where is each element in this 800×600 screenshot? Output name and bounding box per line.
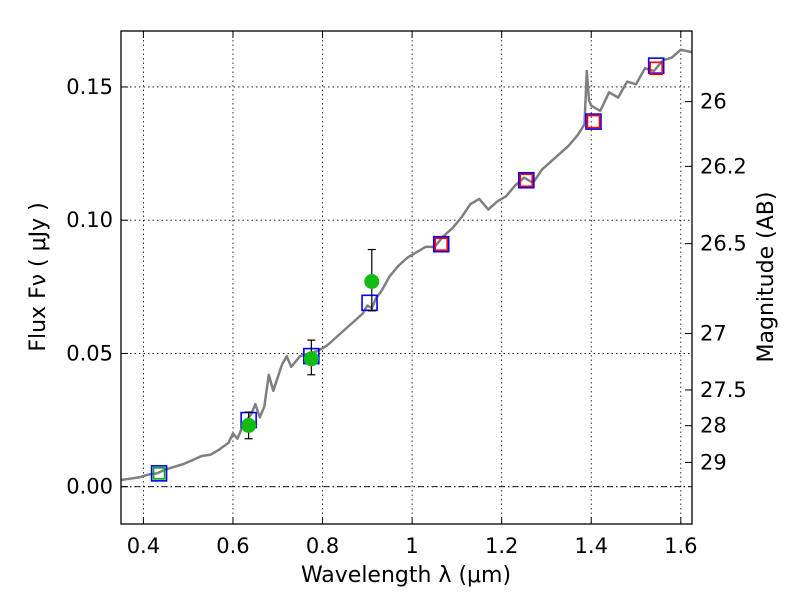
x-tick-label-4: 1.2	[485, 534, 518, 558]
square-marker-s2-0	[434, 237, 449, 251]
right-tick-label-2: 26.5	[700, 232, 747, 256]
spectrum-line	[121, 48, 692, 482]
y-tick-label-2: 0.10	[66, 208, 113, 232]
observed-point-2	[364, 273, 380, 289]
x-tick-label-6: 1.6	[664, 534, 697, 558]
square-marker-s1-0	[150, 465, 168, 482]
right-tick-label-0: 26	[700, 90, 727, 114]
x-tick-label-5: 1.4	[575, 534, 608, 558]
square-marker-s1-5	[517, 171, 535, 189]
square-marker-s2-3	[649, 61, 663, 76]
y-axis-label: Flux Fν ( μJy )	[26, 202, 51, 351]
y-tick-label-0: 0.00	[66, 475, 113, 499]
observed-point-1	[303, 351, 319, 367]
y-axis-right-label: Magnitude (AB)	[754, 192, 779, 363]
x-tick-label-1: 0.6	[216, 534, 249, 558]
tick-labels: 0.4 0.6 0.8 1 1.2 1.4 1.6 0.00 0.05 0.10 0.15 26 26.…	[66, 75, 747, 558]
right-tick-label-3: 27	[700, 321, 727, 345]
square-marker-s2-2	[586, 114, 601, 129]
x-tick-label-0: 0.4	[127, 534, 160, 558]
marker-layer	[150, 57, 665, 482]
axis-ticks	[121, 31, 692, 524]
square-marker-s1-4	[432, 235, 450, 253]
x-tick-label-2: 0.8	[306, 534, 339, 558]
x-axis-label: Wavelength λ (μm)	[301, 563, 511, 588]
observed-point-0	[241, 417, 257, 433]
square-marker-s3-0	[152, 467, 166, 480]
square-marker-s1-6	[585, 113, 602, 130]
right-tick-label-4: 27.5	[700, 378, 747, 402]
y-tick-label-3: 0.15	[66, 75, 113, 99]
square-marker-s1-7	[647, 57, 665, 74]
plot-frame	[120, 30, 693, 525]
right-tick-label-6: 29	[700, 450, 727, 474]
right-tick-label-1: 26.2	[700, 154, 747, 178]
spectrum-layer	[121, 48, 692, 482]
right-tick-label-5: 28	[700, 414, 727, 438]
x-tick-label-3: 1	[405, 534, 418, 558]
y-tick-label-1: 0.05	[66, 341, 113, 365]
grid-lines	[121, 31, 692, 524]
plot-background	[121, 31, 692, 524]
square-marker-s2-1	[519, 173, 534, 188]
